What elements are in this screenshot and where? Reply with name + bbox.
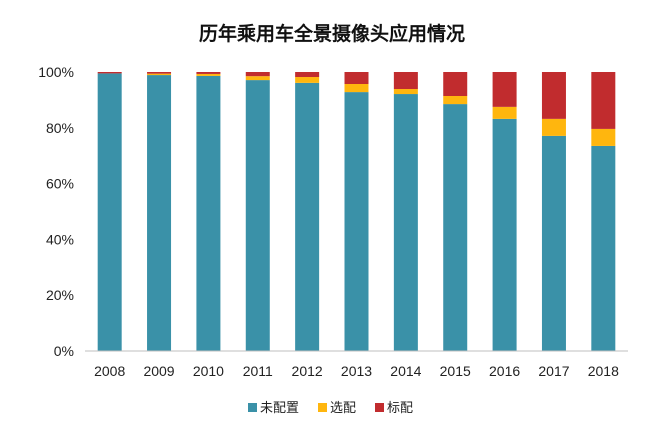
x-tick-label: 2010: [193, 363, 224, 379]
bar-segment-2013-1: [344, 83, 369, 93]
bar-segment-2018-2: [591, 72, 616, 129]
legend-label: 选配: [330, 401, 356, 416]
bar-segment-2009-2: [147, 72, 172, 74]
y-tick-label: 40%: [46, 231, 74, 247]
legend-swatch: [375, 403, 384, 412]
bar-segment-2016-1: [492, 106, 517, 119]
y-tick-label: 0%: [54, 343, 74, 359]
bar-segment-2012-2: [295, 72, 320, 78]
legend-swatch: [318, 403, 327, 412]
bar-segment-2016-0: [492, 118, 517, 351]
bar-segment-2017-0: [541, 135, 566, 351]
x-tick-label: 2012: [292, 363, 323, 379]
y-tick-label: 100%: [38, 64, 74, 80]
bar-segment-2012-0: [295, 82, 320, 352]
bar-segment-2015-2: [443, 72, 468, 96]
bar-segment-2010-2: [196, 72, 221, 74]
bar-segment-2010-0: [196, 75, 221, 351]
legend-swatch: [248, 403, 257, 412]
bar-segment-2008-0: [97, 73, 122, 352]
legend-label: 标配: [387, 401, 413, 416]
bar-segment-2014-0: [393, 94, 418, 351]
x-tick-label: 2008: [94, 363, 125, 379]
chart-title: 历年乘用车全景摄像头应用情况: [199, 22, 465, 45]
bar-segment-2009-1: [147, 73, 172, 76]
bar-segment-2009-0: [147, 75, 172, 351]
bar-segment-2017-1: [541, 118, 566, 136]
bar-segment-2013-2: [344, 72, 369, 84]
bar-segment-2012-1: [295, 77, 320, 83]
y-tick-label: 20%: [46, 287, 74, 303]
bar-segment-2016-2: [492, 72, 517, 107]
x-tick-label: 2014: [390, 363, 421, 379]
bar-segment-2015-1: [443, 95, 468, 105]
bar-segment-2013-0: [344, 92, 369, 351]
x-tick-label: 2018: [588, 363, 619, 379]
x-tick-label: 2015: [440, 363, 471, 379]
y-tick-label: 80%: [46, 120, 74, 136]
bar-segment-2018-1: [591, 128, 616, 146]
bar-segment-2011-0: [245, 80, 270, 351]
bar-segment-2011-2: [245, 72, 270, 77]
bar-segment-2011-1: [245, 76, 270, 81]
x-tick-label: 2013: [341, 363, 372, 379]
bar-segment-2017-2: [541, 72, 566, 119]
x-tick-label: 2011: [243, 363, 273, 379]
bar-segment-2018-0: [591, 145, 616, 351]
y-tick-label: 60%: [46, 176, 74, 192]
bar-segment-2014-2: [393, 72, 418, 90]
x-tick-label: 2009: [143, 363, 174, 379]
bar-segment-2015-0: [443, 104, 468, 352]
bar-segment-2008-2: [97, 72, 122, 74]
x-tick-label: 2016: [489, 363, 520, 379]
bar-segment-2010-1: [196, 73, 221, 76]
x-tick-label: 2017: [538, 363, 569, 379]
legend-label: 未配置: [260, 401, 299, 416]
bar-segment-2014-1: [393, 89, 418, 95]
